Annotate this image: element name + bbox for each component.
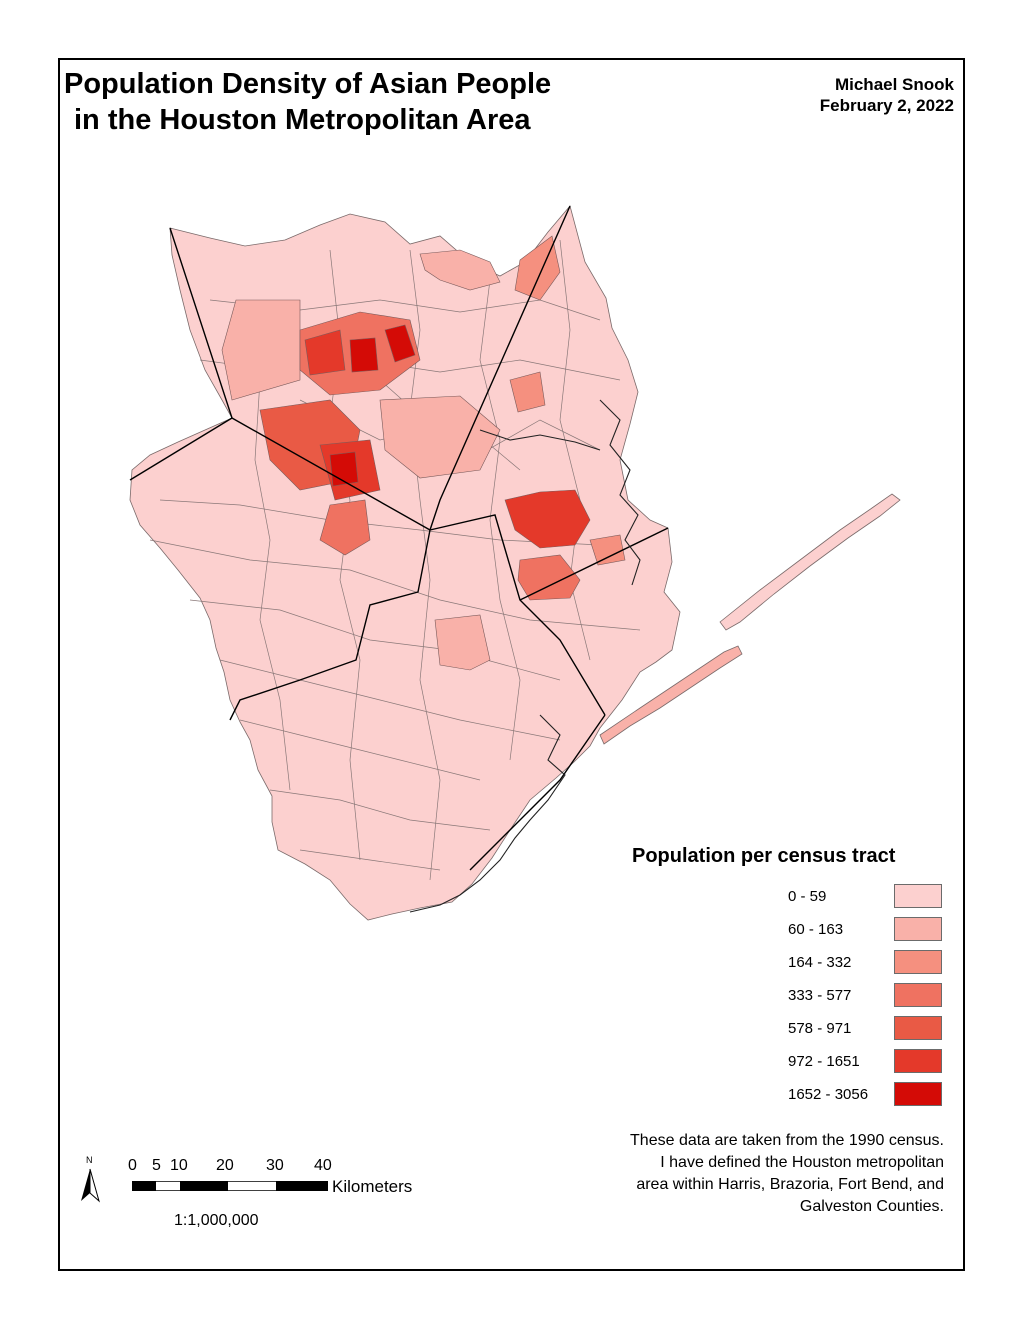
author-block: Michael Snook February 2, 2022 (820, 74, 954, 116)
north-label: N (86, 1155, 93, 1165)
north-arrow-icon (81, 1168, 100, 1203)
cluster-dense-core (379, 395, 501, 479)
legend-item: 164 - 332 (788, 950, 944, 976)
legend-label: 60 - 163 (788, 921, 844, 938)
legend-item: 1652 - 3056 (788, 1082, 944, 1108)
bolivar-peninsula (719, 493, 901, 631)
cluster-northeast (514, 235, 561, 301)
scale-tick: 30 (266, 1157, 284, 1174)
note-line: These data are taken from the 1990 censu… (630, 1132, 944, 1149)
legend-swatch (894, 1082, 942, 1106)
galveston-island (599, 645, 743, 745)
scale-bar: 0 5 10 20 30 40 Kilometers (128, 1157, 438, 1227)
author-date: February 2, 2022 (819, 96, 954, 115)
cluster-north-top (419, 249, 501, 291)
legend-swatch (894, 1049, 942, 1073)
note-line: I have defined the Houston metropolitan (660, 1154, 944, 1171)
cluster-east (509, 371, 546, 413)
cluster-west-ring (221, 299, 301, 401)
cluster-pasadena (589, 534, 626, 566)
legend-label: 333 - 577 (788, 987, 852, 1004)
cluster-fortbend-south (434, 614, 491, 671)
cluster-northwest-core (304, 329, 346, 376)
cluster-northwest-max2 (384, 324, 416, 363)
county-boundaries (129, 205, 669, 871)
legend-swatch (894, 983, 942, 1007)
scale-tick: 40 (314, 1157, 332, 1174)
author-name: Michael Snook (834, 75, 954, 94)
legend-title: Population per census tract (632, 845, 896, 867)
coastline-detail (409, 399, 641, 913)
data-source-note: These data are taken from the 1990 censu… (524, 1130, 944, 1218)
legend-swatch (894, 950, 942, 974)
legend-label: 0 - 59 (788, 888, 827, 905)
note-line: area within Harris, Brazoria, Fort Bend,… (636, 1176, 944, 1193)
note-line: Galveston Counties. (799, 1198, 944, 1215)
cluster-northwest-max1 (349, 337, 379, 373)
title-line-2: in the Houston Metropolitan Area (74, 104, 531, 136)
tract-high-density (221, 235, 626, 671)
scale-tick: 5 (152, 1157, 161, 1174)
legend-label: 578 - 971 (788, 1020, 852, 1037)
scale-tick: 10 (170, 1157, 188, 1174)
cluster-clear-lake (517, 554, 581, 601)
map-frame (58, 58, 965, 1271)
legend-item: 972 - 1651 (788, 1049, 944, 1075)
scale-bar-graphic (132, 1181, 328, 1191)
north-arrow: N (78, 1155, 102, 1205)
legend-item: 60 - 163 (788, 917, 944, 943)
legend-label: 1652 - 3056 (788, 1086, 869, 1103)
scale-unit: Kilometers (332, 1177, 413, 1196)
legend-item: 333 - 577 (788, 983, 944, 1009)
cluster-sw-lower (319, 499, 371, 556)
map-title: Population Density of Asian People in th… (64, 66, 551, 138)
legend-item: 0 - 59 (788, 884, 944, 910)
legend-swatch (894, 917, 942, 941)
scale-tick: 0 (128, 1157, 137, 1174)
legend-label: 972 - 1651 (788, 1053, 860, 1070)
scale-tick: 20 (216, 1157, 234, 1174)
legend-swatch (894, 1016, 942, 1040)
legend-label: 164 - 332 (788, 954, 852, 971)
cluster-southeast-core (504, 489, 591, 549)
legend-swatch (894, 884, 942, 908)
title-line-1: Population Density of Asian People (64, 68, 552, 100)
scale-ratio: 1:1,000,000 (174, 1212, 259, 1229)
legend-item: 578 - 971 (788, 1016, 944, 1042)
